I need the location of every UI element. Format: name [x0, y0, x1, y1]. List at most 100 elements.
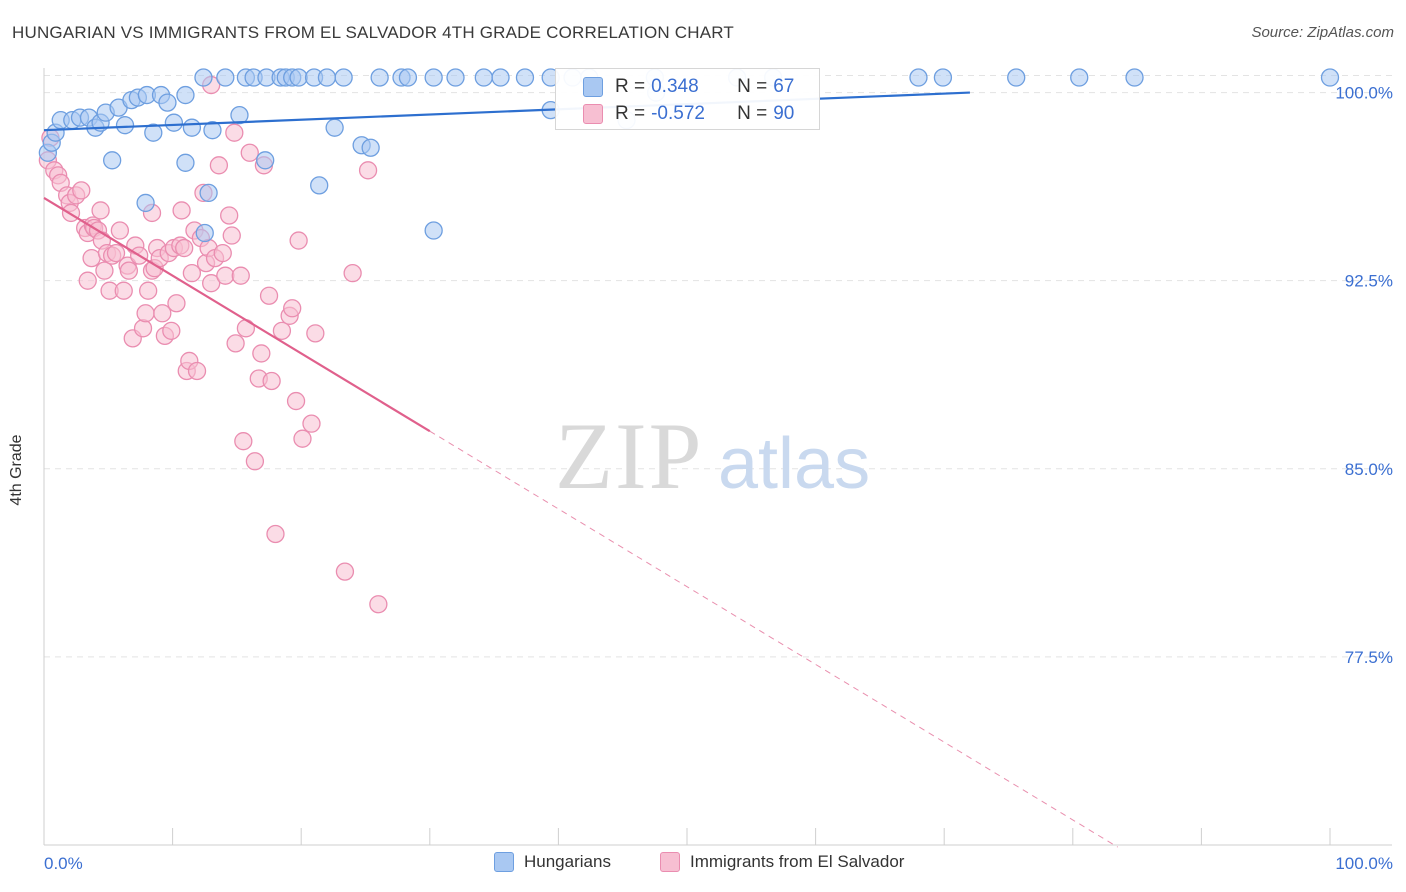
hungarian-point — [424, 221, 443, 240]
hungarian-point — [230, 105, 249, 125]
blue-swatch-icon — [583, 77, 603, 97]
r-value: -0.572 — [651, 103, 705, 124]
hungarian-point — [370, 68, 389, 87]
hungarian-point — [176, 153, 195, 172]
el-salvador-point — [245, 452, 265, 471]
y-tick-label: 85.0% — [1345, 460, 1393, 479]
el-salvador-point — [283, 299, 302, 318]
el-salvador-point — [175, 238, 194, 258]
el-salvador-point — [234, 432, 253, 451]
y-tick-label: 77.5% — [1345, 648, 1393, 667]
el-salvador-point — [91, 201, 110, 220]
el-salvador-point — [213, 243, 232, 263]
legend-item-el-salvador[interactable]: Immigrants from El Salvador — [660, 852, 904, 872]
hungarian-point — [136, 193, 155, 213]
el-salvador-point — [358, 161, 378, 180]
y-tick-label: 100.0% — [1335, 84, 1393, 103]
hungarian-point — [203, 121, 222, 140]
hungarian-point — [361, 138, 380, 157]
hungarian-point — [909, 68, 928, 87]
legend-label-el-salvador: Immigrants from El Salvador — [690, 852, 905, 871]
el-salvador-point — [262, 371, 281, 391]
hungarian-point — [1320, 68, 1340, 87]
el-salvador-point — [225, 123, 244, 142]
hungarian-point — [491, 68, 510, 87]
el-salvador-point — [202, 274, 221, 293]
watermark-atlas: atlas — [718, 424, 870, 504]
el-salvador-point — [172, 201, 191, 220]
el-salvador-point — [231, 266, 250, 285]
hungarian-point — [933, 68, 953, 87]
el-salvador-point — [153, 304, 172, 323]
el-salvador-point — [302, 414, 321, 433]
hungarian-point — [474, 68, 493, 87]
n-label: N = — [737, 103, 768, 124]
el-salvador-point — [259, 286, 279, 305]
el-salvador-point — [82, 248, 101, 268]
el-salvador-point — [293, 429, 312, 448]
hungarian-point — [1070, 68, 1089, 87]
r-label: R = — [615, 76, 646, 97]
hungarian-point — [194, 68, 213, 87]
pink-swatch-icon — [583, 104, 603, 124]
legend-pink-swatch-icon — [660, 852, 680, 872]
el-salvador-point — [306, 324, 325, 343]
hungarian-point — [164, 113, 184, 132]
hungarian-point — [398, 68, 418, 87]
hungarian-point — [289, 68, 308, 87]
hungarian-point — [195, 223, 214, 243]
el-salvador-point — [209, 156, 229, 175]
hungarian-point — [446, 68, 465, 87]
hungarian-point — [199, 183, 218, 203]
hungarian-point — [424, 68, 443, 87]
el-salvador-point — [289, 231, 308, 250]
legend-blue-swatch-icon — [494, 852, 514, 872]
y-tick-label: 92.5% — [1345, 272, 1393, 291]
el-salvador-point — [78, 271, 97, 290]
el-salvador-point — [136, 304, 155, 323]
chart-title: HUNGARIAN VS IMMIGRANTS FROM EL SALVADOR… — [12, 23, 735, 42]
source-attribution: Source: ZipAtlas.com — [1251, 24, 1394, 41]
r-label: R = — [615, 103, 646, 124]
n-value: 90 — [773, 103, 795, 124]
el-salvador-point — [335, 562, 355, 581]
legend-label-hungarians: Hungarians — [524, 852, 611, 871]
el-salvador-point — [187, 361, 207, 381]
n-value: 67 — [773, 76, 795, 97]
hungarian-point — [182, 118, 202, 137]
watermark-zip: ZIP — [555, 403, 704, 509]
el-salvador-point — [226, 334, 245, 353]
el-salvador-point — [272, 321, 292, 340]
el-salvador-point — [369, 595, 388, 614]
el-salvador-point — [266, 524, 285, 544]
el-salvador-point — [222, 226, 241, 245]
series-legend: Hungarians Immigrants from El Salvador — [0, 852, 1406, 878]
hungarian-point — [115, 116, 135, 135]
el-salvador-point — [119, 261, 139, 280]
hungarian-point — [1007, 68, 1026, 87]
el-salvador-point — [343, 264, 362, 283]
x-tick-label: 0.0% — [44, 854, 83, 873]
el-salvador-point — [286, 391, 306, 411]
el-salvador-point — [162, 321, 181, 340]
stats-row-el-salvador: R = -0.572 N = 90 — [556, 100, 794, 128]
n-label: N = — [737, 76, 768, 97]
watermark: ZIP atlas — [555, 403, 870, 509]
hungarian-point — [515, 68, 535, 87]
legend-item-hungarians[interactable]: Hungarians — [494, 852, 611, 872]
hungarian-point — [144, 123, 163, 142]
hungarian-point — [325, 118, 344, 137]
stats-legend: R = 0.348 N = 67 R = -0.572 N = 90 — [555, 68, 820, 130]
el-salvador-trend-line — [43, 196, 431, 433]
el-salvador-trend-extension — [429, 430, 1119, 848]
el-salvador-point — [252, 344, 271, 363]
el-salvador-point — [139, 281, 158, 300]
stats-row-hungarians: R = 0.348 N = 67 — [556, 73, 794, 101]
hungarian-point — [216, 68, 235, 87]
el-salvador-point — [110, 221, 130, 240]
el-salvador-point — [182, 264, 202, 283]
el-salvador-point — [133, 319, 153, 338]
el-salvador-point — [240, 143, 259, 162]
el-salvador-point — [95, 261, 114, 280]
